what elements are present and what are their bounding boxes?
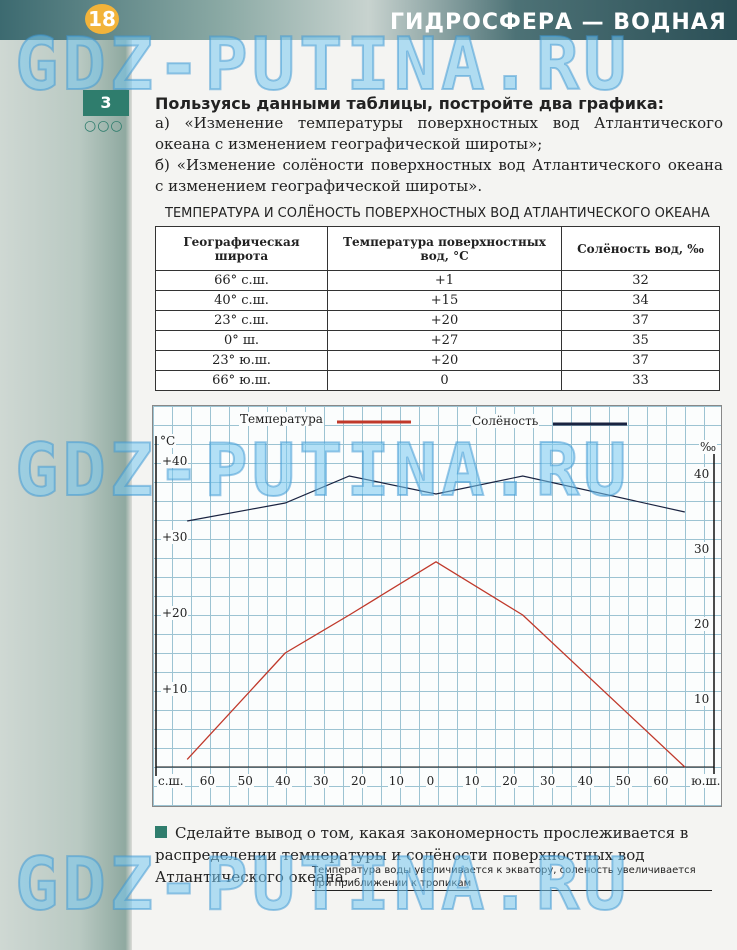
table-cell: 23° ю.ш. bbox=[155, 350, 328, 371]
table-cell: +20 bbox=[327, 350, 562, 371]
task-text: Пользуясь данными таблицы, постройте два… bbox=[155, 94, 723, 197]
table-cell: 66° с.ш. bbox=[155, 270, 328, 291]
table-row: 23° ю.ш. +20 37 bbox=[155, 350, 720, 371]
right-tick-label: 20 bbox=[693, 617, 711, 631]
table-cell: 34 bbox=[561, 290, 720, 311]
table-cell: 0 bbox=[327, 370, 562, 391]
table-cell: +1 bbox=[327, 270, 562, 291]
table-row: 66° с.ш. +1 32 bbox=[155, 270, 720, 291]
right-tick-label: 30 bbox=[693, 542, 711, 556]
left-tick-label: +30 bbox=[161, 530, 189, 544]
conclusion-prompt: Сделайте вывод о том, какая закономернос… bbox=[155, 822, 721, 888]
table-cell: 35 bbox=[561, 330, 720, 351]
bullet-square-icon bbox=[155, 826, 167, 838]
x-tick-label: 30 bbox=[539, 774, 557, 788]
x-tick-label: 60 bbox=[198, 774, 217, 788]
header-banner bbox=[0, 0, 737, 40]
chapter-title: ГИДРОСФЕРА — ВОДНАЯ bbox=[390, 10, 727, 35]
table-cell: 33 bbox=[561, 370, 720, 391]
table-cell: 0° ш. bbox=[155, 330, 328, 351]
table-cell: 40° с.ш. bbox=[155, 290, 328, 311]
table-cell: 23° с.ш. bbox=[155, 310, 328, 331]
table-cell: 32 bbox=[561, 270, 720, 291]
page-margin bbox=[0, 0, 132, 950]
column-header: Солёность вод, ‰ bbox=[561, 226, 720, 271]
table-title: ТЕМПЕРАТУРА И СОЛЁНОСТЬ ПОВЕРХНОСТНЫХ ВО… bbox=[165, 206, 710, 221]
table-row: 40° с.ш. +15 34 bbox=[155, 290, 720, 311]
x-tick-label: ю.ш. bbox=[690, 774, 722, 788]
left-axis-unit: °С bbox=[159, 434, 177, 448]
table-cell: 37 bbox=[561, 310, 720, 331]
table-cell: +27 bbox=[327, 330, 562, 351]
conclusion-text: Сделайте вывод о том, какая закономернос… bbox=[155, 824, 689, 886]
legend-temperature-label: Температура bbox=[239, 412, 324, 426]
table-row: 66° ю.ш. 0 33 bbox=[155, 370, 720, 391]
temperature-line bbox=[186, 561, 686, 768]
chart-svg bbox=[155, 420, 715, 776]
left-tick-label: +40 bbox=[161, 454, 189, 468]
table-row: 0° ш. +27 35 bbox=[155, 330, 720, 351]
answer-text[interactable]: Температура воды увеличивается к экватор… bbox=[312, 864, 712, 891]
task-item-b: б) «Изменение солёности поверхностных во… bbox=[155, 156, 723, 195]
difficulty-dots-icon: ○○○ bbox=[84, 118, 124, 134]
x-tick-label: 20 bbox=[350, 774, 368, 788]
chart: Температура Солёность °С ‰ +10 +20 +30 +40 1… bbox=[152, 405, 722, 807]
table-cell: +20 bbox=[327, 310, 562, 331]
page-number: 18 bbox=[85, 4, 119, 34]
left-tick-label: +20 bbox=[161, 606, 189, 620]
column-header: Температура поверхностных вод, °С bbox=[327, 226, 562, 271]
right-tick-label: 10 bbox=[693, 692, 711, 706]
x-tick-label: с.ш. bbox=[157, 774, 185, 788]
x-tick-label: 10 bbox=[463, 774, 481, 788]
legend-salinity-label: Солёность bbox=[471, 414, 540, 428]
x-tick-label: 40 bbox=[274, 774, 292, 788]
x-tick-label: 20 bbox=[501, 774, 519, 788]
x-tick-label: 10 bbox=[387, 774, 406, 788]
x-tick-label: 30 bbox=[312, 774, 330, 788]
x-tick-label: 0 bbox=[425, 774, 436, 788]
data-table: Географическая широта Температура поверхн… bbox=[155, 226, 720, 391]
task-number: 3 bbox=[83, 90, 129, 116]
table-cell: 66° ю.ш. bbox=[155, 370, 328, 391]
x-tick-label: 50 bbox=[236, 774, 254, 788]
x-tick-label: 60 bbox=[652, 774, 670, 788]
table-row: 23° с.ш. +20 37 bbox=[155, 310, 720, 331]
right-axis-unit: ‰ bbox=[699, 440, 718, 454]
salinity-line bbox=[187, 475, 685, 522]
task-heading: Пользуясь данными таблицы, постройте два… bbox=[155, 94, 665, 113]
x-tick-label: 50 bbox=[614, 774, 632, 788]
right-tick-label: 40 bbox=[693, 467, 711, 481]
left-tick-label: +10 bbox=[161, 682, 189, 696]
task-item-a: а) «Изменение температуры поверхностных … bbox=[155, 114, 723, 153]
table-cell: +15 bbox=[327, 290, 562, 311]
column-header: Географическая широта bbox=[155, 226, 328, 271]
table-cell: 37 bbox=[561, 350, 720, 371]
x-tick-label: 40 bbox=[576, 774, 595, 788]
